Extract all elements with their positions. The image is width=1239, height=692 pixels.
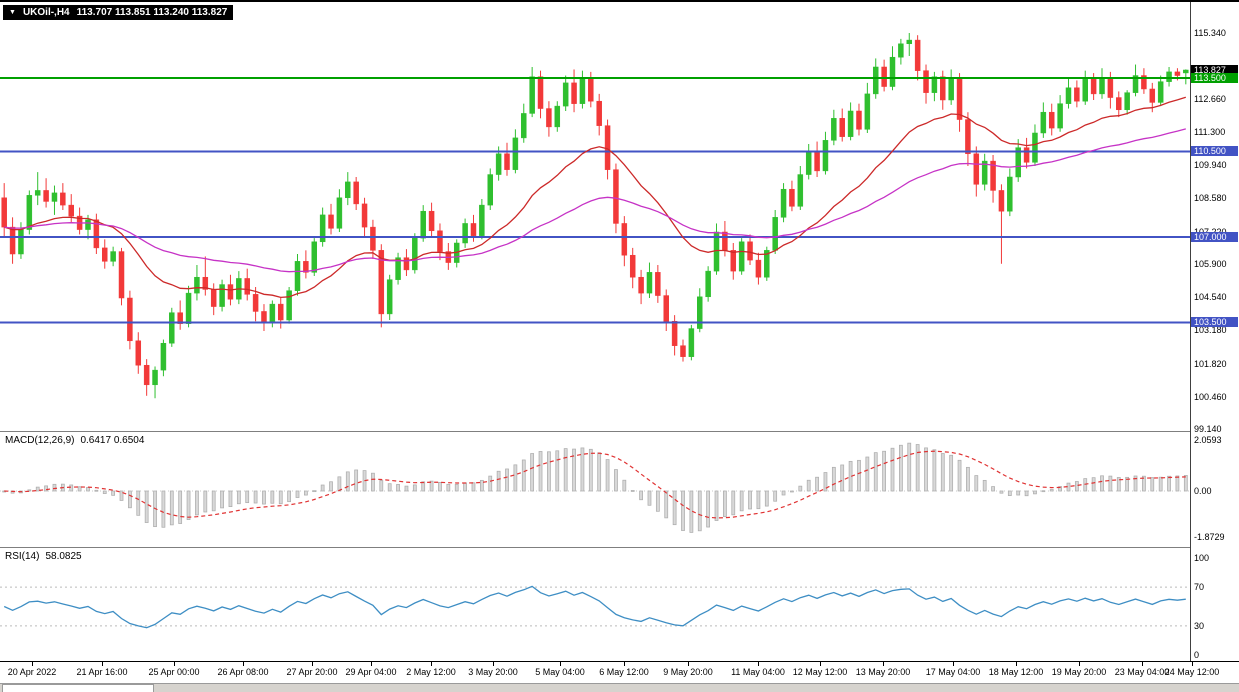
rsi-axis-tick: 0 — [1194, 650, 1200, 660]
time-axis-tick-mark — [32, 662, 33, 666]
price-marker-label: 103.500 — [1191, 317, 1238, 327]
time-axis-label: 18 May 12:00 — [988, 667, 1044, 677]
time-axis-label: 27 Apr 20:00 — [286, 667, 338, 677]
price-axis-tick: 100.460 — [1194, 392, 1227, 402]
rsi-values-label: 58.0825 — [45, 551, 82, 562]
rsi-indicator-chart[interactable] — [0, 548, 1190, 661]
rsi-title: RSI(14) 58.0825 — [5, 551, 82, 562]
price-axis-tick: 105.900 — [1194, 259, 1227, 269]
macd-name-label: MACD(12,26,9) — [5, 435, 75, 446]
time-axis-label: 9 May 20:00 — [663, 667, 713, 677]
time-axis-tick-mark — [1079, 662, 1080, 666]
macd-axis-tick: -1.8729 — [1194, 532, 1225, 542]
macd-values-label: 0.6417 0.6504 — [80, 435, 145, 446]
time-axis-label: 5 May 04:00 — [535, 667, 585, 677]
price-axis-tick: 109.940 — [1194, 160, 1227, 170]
symbol-info-bar[interactable]: ▼ UKOil-,H4 113.707 113.851 113.240 113.… — [3, 5, 234, 20]
time-axis-label: 13 May 20:00 — [855, 667, 911, 677]
price-axis-tick: 104.540 — [1194, 292, 1227, 302]
time-axis[interactable]: 20 Apr 2022 21 Apr 16:00 25 Apr 00:00 26 Ap… — [0, 662, 1239, 683]
time-axis-tick-mark — [371, 662, 372, 666]
time-axis-label: 2 May 12:00 — [406, 667, 456, 677]
time-axis-tick-mark — [953, 662, 954, 666]
price-axis-tick: 108.580 — [1194, 193, 1227, 203]
time-axis-label: 29 Apr 04:00 — [345, 667, 397, 677]
price-marker-label: 110.500 — [1191, 146, 1238, 156]
rsi-axis-tick: 30 — [1194, 621, 1205, 631]
macd-axis-tick: 0.00 — [1194, 486, 1212, 496]
time-axis-tick-mark — [624, 662, 625, 666]
time-axis-tick-mark — [1016, 662, 1017, 666]
price-axis[interactable]: 115.340112.660111.300109.940108.580107.2… — [1191, 0, 1239, 661]
rsi-axis-tick: 100 — [1194, 553, 1210, 563]
time-axis-tick-mark — [1142, 662, 1143, 666]
time-axis-tick-mark — [758, 662, 759, 666]
time-axis-tick-mark — [102, 662, 103, 666]
rsi-name-label: RSI(14) — [5, 551, 40, 562]
price-marker-label: 107.000 — [1191, 232, 1238, 242]
time-axis-label: 19 May 20:00 — [1051, 667, 1107, 677]
time-axis-label: 25 Apr 00:00 — [148, 667, 200, 677]
time-axis-tick-mark — [688, 662, 689, 666]
time-axis-label: 6 May 12:00 — [599, 667, 649, 677]
time-axis-tick-mark — [883, 662, 884, 666]
panel-separator — [0, 431, 1239, 432]
price-axis-tick: 115.340 — [1194, 28, 1226, 38]
price-axis-tick: 111.300 — [1194, 127, 1226, 137]
time-axis-line — [0, 661, 1239, 662]
time-axis-tick-mark — [431, 662, 432, 666]
macd-title: MACD(12,26,9) 0.6417 0.6504 — [5, 435, 144, 446]
time-axis-label: 24 May 12:00 — [1164, 667, 1220, 677]
time-axis-label: 21 Apr 16:00 — [76, 667, 128, 677]
price-marker-label: 113.500 — [1191, 73, 1238, 83]
time-axis-label: 23 May 04:00 — [1114, 667, 1170, 677]
price-axis-tick: 101.820 — [1194, 359, 1227, 369]
window-top-border — [0, 0, 1239, 2]
price-axis-tick: 103.180 — [1194, 325, 1227, 335]
price-marker-label: 113.827 — [1191, 65, 1238, 75]
chart-tabs-bar — [0, 683, 1239, 692]
time-axis-tick-mark — [1192, 662, 1193, 666]
price-axis-tick: 99.140 — [1194, 424, 1222, 434]
rsi-axis-tick: 70 — [1194, 582, 1205, 592]
price-axis-border — [1190, 0, 1191, 661]
chart-tab[interactable] — [2, 684, 154, 692]
time-axis-tick-mark — [312, 662, 313, 666]
ohlc-values-label: 113.707 113.851 113.240 113.827 — [76, 7, 228, 18]
macd-axis-tick: 2.0593 — [1194, 435, 1222, 445]
time-axis-tick-mark — [820, 662, 821, 666]
price-axis-tick: 112.660 — [1194, 94, 1226, 104]
time-axis-label: 17 May 04:00 — [925, 667, 981, 677]
dropdown-arrow-icon: ▼ — [9, 8, 16, 16]
time-axis-label: 20 Apr 2022 — [7, 667, 57, 677]
time-axis-tick-mark — [493, 662, 494, 666]
macd-indicator-chart[interactable] — [0, 432, 1190, 547]
time-axis-tick-mark — [174, 662, 175, 666]
time-axis-label: 12 May 12:00 — [792, 667, 848, 677]
time-axis-label: 26 Apr 08:00 — [217, 667, 269, 677]
candlestick-chart[interactable] — [0, 0, 1190, 431]
time-axis-tick-mark — [560, 662, 561, 666]
panel-separator — [0, 547, 1239, 548]
time-axis-label: 3 May 20:00 — [468, 667, 518, 677]
time-axis-label: 11 May 04:00 — [731, 667, 785, 677]
symbol-timeframe-label: UKOil-,H4 — [22, 7, 70, 18]
time-axis-tick-mark — [243, 662, 244, 666]
